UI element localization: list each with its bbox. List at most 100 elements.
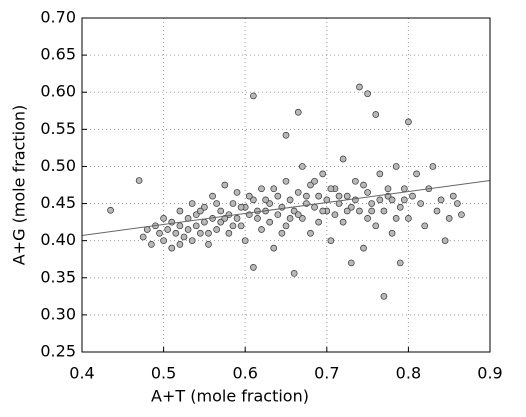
y-tick-label: 0.55: [40, 119, 76, 138]
point: [409, 192, 416, 200]
point: [364, 90, 371, 98]
point: [368, 200, 376, 207]
point: [262, 196, 269, 204]
point: [258, 226, 265, 233]
point: [241, 237, 249, 245]
point: [254, 215, 261, 222]
fit-line: [81, 180, 491, 236]
point: [221, 181, 229, 189]
point: [233, 215, 241, 222]
point: [380, 207, 388, 215]
point: [245, 192, 253, 200]
point: [148, 241, 155, 248]
point: [196, 207, 204, 215]
point: [282, 222, 290, 230]
point: [270, 244, 278, 252]
point: [237, 222, 245, 230]
point: [168, 244, 176, 252]
point: [421, 222, 429, 230]
x-tick-label: 0.7: [314, 364, 339, 383]
point: [176, 207, 184, 215]
point: [135, 177, 143, 184]
point: [356, 83, 363, 91]
point: [339, 218, 347, 226]
point: [201, 203, 208, 211]
point: [196, 229, 204, 237]
point: [164, 226, 172, 233]
point: [205, 229, 212, 237]
point: [290, 207, 298, 215]
point: [327, 237, 335, 245]
point: [290, 269, 298, 277]
point: [294, 189, 302, 196]
x-tick-label: 0.5: [151, 364, 176, 383]
point: [192, 222, 200, 230]
point: [176, 222, 184, 230]
point: [233, 189, 241, 196]
point: [274, 211, 282, 219]
point: [160, 215, 167, 222]
point: [188, 200, 196, 207]
point: [270, 185, 278, 193]
point: [298, 163, 306, 170]
point: [250, 264, 257, 271]
point: [254, 207, 261, 215]
point: [298, 215, 306, 222]
y-tick-label: 0.30: [40, 304, 76, 323]
point: [396, 203, 404, 211]
point: [156, 229, 163, 237]
point: [347, 203, 355, 211]
point: [294, 108, 302, 116]
point: [376, 196, 384, 204]
point: [458, 211, 465, 219]
point: [347, 259, 355, 267]
point: [315, 192, 322, 200]
point: [282, 177, 290, 185]
point: [278, 229, 286, 237]
point: [376, 170, 384, 178]
point: [209, 192, 216, 200]
point: [360, 244, 367, 252]
point: [429, 163, 437, 170]
y-axis-label: A+G (mole fraction): [10, 105, 29, 266]
point: [213, 200, 220, 207]
point: [433, 207, 441, 215]
point: [392, 163, 400, 170]
point: [176, 241, 184, 248]
y-tick-label: 0.35: [40, 267, 76, 286]
point: [184, 226, 192, 233]
point: [315, 218, 322, 226]
point: [250, 92, 257, 100]
point: [286, 215, 294, 222]
point: [274, 192, 282, 200]
point: [303, 192, 310, 200]
point: [352, 177, 359, 185]
point: [360, 181, 367, 189]
y-tick-label: 0.70: [40, 8, 76, 27]
x-axis-label: A+T (mole fraction): [151, 387, 309, 406]
point: [339, 155, 347, 163]
point: [225, 229, 233, 237]
x-tick-label: 0.6: [232, 364, 257, 383]
point: [229, 222, 237, 230]
point: [405, 118, 412, 126]
point: [392, 215, 400, 222]
point: [449, 192, 457, 200]
point: [380, 292, 388, 300]
point: [400, 196, 408, 204]
point: [213, 226, 220, 233]
point: [307, 229, 314, 237]
point: [258, 185, 265, 193]
y-tick-label: 0.45: [40, 193, 76, 212]
point: [388, 196, 396, 204]
y-tick-label: 0.65: [40, 45, 76, 64]
y-tick-label: 0.25: [40, 342, 76, 361]
point: [188, 237, 196, 245]
point: [180, 233, 188, 241]
point: [335, 192, 343, 200]
point: [352, 196, 359, 204]
point: [266, 200, 274, 207]
point: [266, 218, 274, 226]
point: [445, 215, 453, 222]
